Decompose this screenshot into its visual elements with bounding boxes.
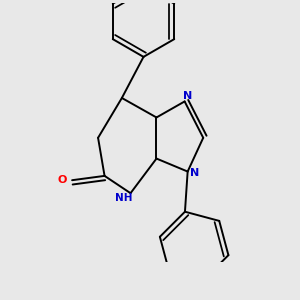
Text: O: O [58,175,67,185]
Text: N: N [183,91,192,101]
Text: N: N [190,168,200,178]
Text: NH: NH [115,193,132,202]
